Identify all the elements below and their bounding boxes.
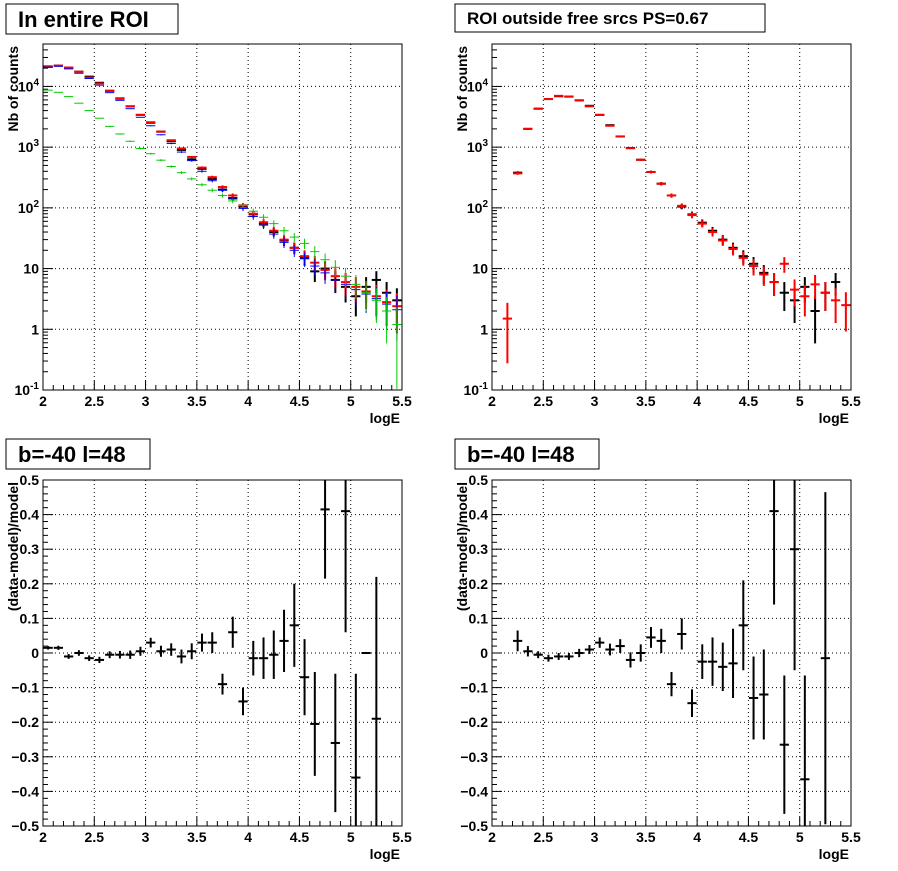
chart-panel-1: 2 2.5 3 3.5 4 4.5 5 5.5 10-1 1 10 102 103 104 logE Nb o… xyxy=(5,3,412,426)
y-tick-label: 0.3 xyxy=(469,541,489,557)
x-tick-label: 2.5 xyxy=(534,393,554,409)
chart-panel-2: 2 2.5 3 3.5 4 4.5 5 5.5 10-1 1 10 102 103 104 logE Nb o… xyxy=(454,3,861,426)
y-tick-label: −0.2 xyxy=(11,714,39,730)
y-tick-label: 0.1 xyxy=(20,610,40,626)
chart-panel-4: 2 2.5 3 3.5 4 4.5 5 5.5 −0.5 −0.4 −0.3 −0.2 −0.1 0 0.1… xyxy=(454,438,861,862)
x-tick-label: 5 xyxy=(347,393,355,409)
x-tick-label: 3.5 xyxy=(187,393,207,409)
chart-title: b=-40 l=48 xyxy=(18,442,126,467)
chart-title: ROI outside free srcs PS=0.67 xyxy=(467,9,708,28)
x-tick-label: 2.5 xyxy=(534,829,554,845)
x-tick-label: 5.5 xyxy=(841,393,861,409)
y-axis-label: Nb of counts xyxy=(454,46,470,132)
y-tick-label: 0.2 xyxy=(20,576,40,592)
y-tick-label: 10 xyxy=(23,261,39,277)
x-tick-label: 4.5 xyxy=(290,393,310,409)
y-tick-label: 103 xyxy=(18,138,40,155)
y-axis-label: (data-model)/model xyxy=(5,482,21,611)
title-box xyxy=(5,438,151,470)
plot-frame xyxy=(42,43,403,391)
x-tick-label: 4 xyxy=(693,393,701,409)
x-tick-label: 5 xyxy=(347,829,355,845)
x-tick-label: 2.5 xyxy=(85,393,105,409)
y-tick-label: 0.4 xyxy=(469,507,489,523)
x-tick-label: 4.5 xyxy=(290,829,310,845)
y-tick-label: 10-1 xyxy=(15,381,40,398)
x-tick-label: 4.5 xyxy=(739,829,759,845)
y-tick-label: 1 xyxy=(480,321,488,337)
x-axis-label: logE xyxy=(819,410,849,426)
x-tick-label: 2 xyxy=(488,393,496,409)
y-tick-label: 10 xyxy=(472,261,488,277)
y-tick-label: 103 xyxy=(467,138,489,155)
plot-frame xyxy=(491,43,852,391)
y-tick-label: −0.5 xyxy=(460,818,488,834)
y-tick-label: 10-1 xyxy=(464,381,489,398)
y-tick-label: −0.2 xyxy=(460,714,488,730)
y-axis-label: (data-model)/model xyxy=(454,482,470,611)
series-1 xyxy=(513,480,830,826)
y-tick-label: −0.1 xyxy=(460,680,488,696)
x-tick-label: 5.5 xyxy=(841,829,861,845)
x-tick-label: 5.5 xyxy=(392,393,412,409)
title-box xyxy=(5,3,179,35)
y-tick-label: 0.1 xyxy=(469,610,489,626)
x-axis-label: logE xyxy=(819,846,849,862)
y-tick-label: 1 xyxy=(31,321,39,337)
x-tick-label: 3.5 xyxy=(636,393,656,409)
x-tick-label: 2.5 xyxy=(85,829,105,845)
y-tick-label: 0.4 xyxy=(20,507,40,523)
y-tick-label: 102 xyxy=(467,199,489,216)
series-2 xyxy=(502,94,851,364)
y-tick-label: 0.3 xyxy=(20,541,40,557)
y-tick-label: −0.3 xyxy=(11,749,39,765)
chart-title: b=-40 l=48 xyxy=(467,442,575,467)
x-axis-label: logE xyxy=(370,846,400,862)
y-tick-label: 0.5 xyxy=(469,472,489,488)
x-tick-label: 4 xyxy=(244,393,252,409)
x-tick-label: 2 xyxy=(39,829,47,845)
x-tick-label: 2 xyxy=(488,829,496,845)
y-tick-label: 104 xyxy=(467,77,489,94)
x-axis-label: logE xyxy=(370,410,400,426)
y-tick-label: −0.4 xyxy=(460,783,488,799)
chart-title: In entire ROI xyxy=(18,7,149,32)
x-tick-label: 5.5 xyxy=(392,829,412,845)
series-1 xyxy=(43,480,381,826)
y-tick-label: 0.2 xyxy=(469,576,489,592)
y-tick-label: 0 xyxy=(480,645,488,661)
x-tick-label: 4.5 xyxy=(739,393,759,409)
x-tick-label: 3 xyxy=(591,393,599,409)
y-tick-label: −0.4 xyxy=(11,783,39,799)
plot-frame xyxy=(491,479,852,827)
y-tick-label: 0.5 xyxy=(20,472,40,488)
y-tick-label: −0.5 xyxy=(11,818,39,834)
x-tick-label: 5 xyxy=(796,829,804,845)
x-tick-label: 3.5 xyxy=(187,829,207,845)
y-tick-label: 102 xyxy=(18,199,40,216)
chart-panel-3: 2 2.5 3 3.5 4 4.5 5 5.5 −0.5 −0.4 −0.3 −0.2 −0.1 0 0.1… xyxy=(5,438,412,862)
plot-frame xyxy=(42,479,403,827)
y-tick-label: −0.1 xyxy=(11,680,39,696)
y-tick-label: 0 xyxy=(31,645,39,661)
x-tick-label: 3 xyxy=(591,829,599,845)
series-4 xyxy=(43,89,402,389)
y-tick-label: 104 xyxy=(18,77,40,94)
y-axis-label: Nb of counts xyxy=(5,46,21,132)
x-tick-label: 4 xyxy=(244,829,252,845)
y-tick-label: −0.3 xyxy=(460,749,488,765)
x-tick-label: 3 xyxy=(142,829,150,845)
x-tick-label: 3 xyxy=(142,393,150,409)
title-box xyxy=(454,438,600,470)
x-tick-label: 5 xyxy=(796,393,804,409)
title-box xyxy=(454,3,766,33)
x-tick-label: 3.5 xyxy=(636,829,656,845)
x-tick-label: 4 xyxy=(693,829,701,845)
x-tick-label: 2 xyxy=(39,393,47,409)
